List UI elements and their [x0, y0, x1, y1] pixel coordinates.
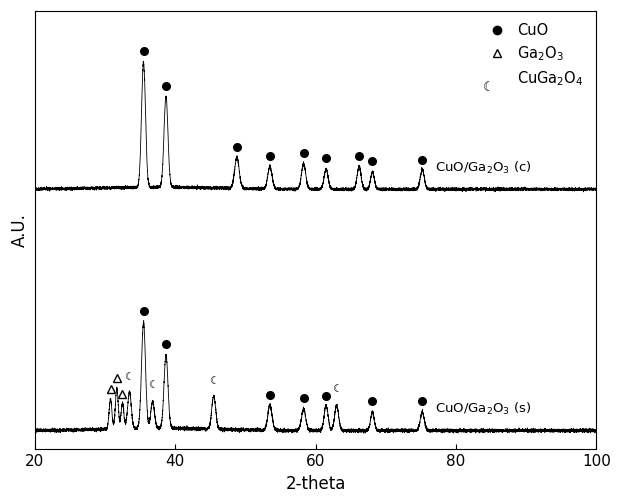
Text: ☾: ☾ [209, 376, 219, 386]
Text: CuO/Ga$_2$O$_3$ (s): CuO/Ga$_2$O$_3$ (s) [435, 401, 531, 417]
Y-axis label: A.U.: A.U. [11, 213, 29, 247]
Legend: CuO, Ga$_2$O$_3$, CuGa$_2$O$_4$: CuO, Ga$_2$O$_3$, CuGa$_2$O$_4$ [482, 23, 583, 88]
Text: ☾: ☾ [147, 380, 157, 390]
Text: ☾: ☾ [332, 384, 341, 394]
X-axis label: 2-theta: 2-theta [285, 475, 346, 493]
Text: ☾: ☾ [483, 81, 494, 94]
Text: CuO/Ga$_2$O$_3$ (c): CuO/Ga$_2$O$_3$ (c) [435, 160, 532, 176]
Text: ☾: ☾ [124, 372, 134, 382]
